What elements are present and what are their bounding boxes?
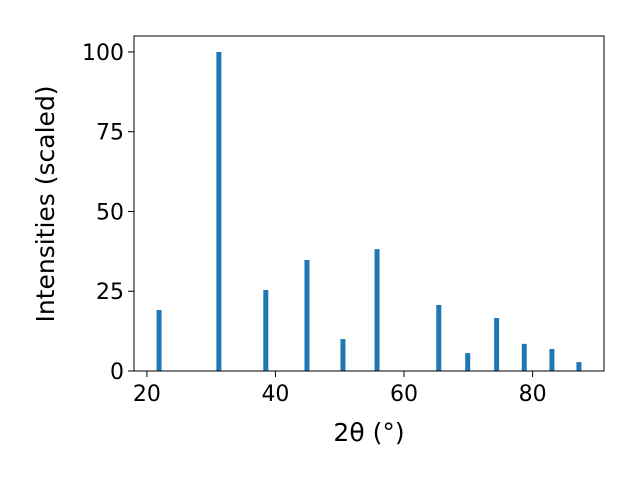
- bar: [549, 348, 555, 371]
- x-tick-label: 60: [390, 382, 418, 407]
- y-tick-label: 0: [110, 360, 124, 385]
- x-tick-label: 20: [133, 382, 161, 407]
- bar: [340, 339, 346, 371]
- bar: [304, 259, 310, 371]
- plot-frame: [133, 35, 605, 372]
- bar: [216, 51, 222, 371]
- y-tick-label: 75: [96, 121, 124, 146]
- bar: [156, 310, 162, 371]
- y-axis-label: Intensities (scaled): [31, 85, 60, 322]
- bar: [576, 362, 582, 371]
- bar: [263, 289, 269, 371]
- bar: [521, 343, 527, 371]
- y-tick-label: 25: [96, 280, 124, 305]
- bar: [494, 318, 500, 371]
- bar: [374, 249, 380, 371]
- bar: [465, 353, 471, 371]
- y-tick-label: 100: [82, 41, 124, 66]
- bar: [436, 304, 442, 371]
- x-tick-label: 40: [261, 382, 289, 407]
- y-tick-label: 50: [96, 200, 124, 225]
- x-axis-label: 2θ (°): [333, 418, 404, 447]
- x-tick-label: 80: [519, 382, 547, 407]
